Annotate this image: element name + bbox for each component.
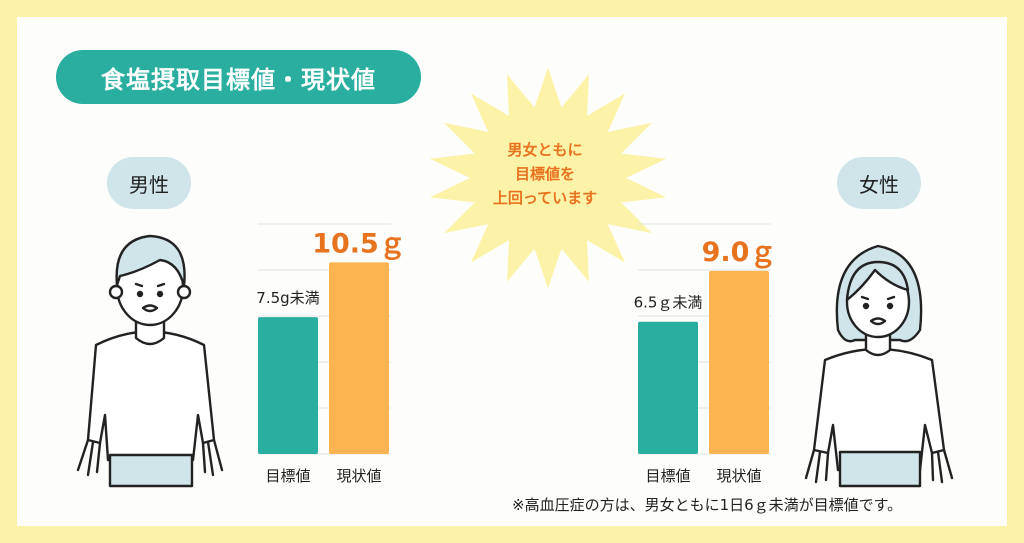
footnote: ※高血圧症の方は、男女ともに1日6ｇ未満が目標値です。 [512, 496, 903, 514]
category-label: 現状値 [716, 467, 761, 485]
male-person-icon [76, 234, 224, 488]
target-bar [638, 321, 698, 454]
current-value-label: 10.5ｇ [312, 228, 406, 259]
female-person-icon [804, 244, 954, 488]
target-bar [258, 317, 318, 454]
current-bar [329, 262, 389, 454]
category-label: 現状値 [336, 467, 381, 485]
female-label: 女性 [837, 157, 921, 209]
male-label: 男性 [107, 157, 191, 209]
page-title: 食塩摂取目標値・現状値 [56, 50, 421, 104]
current-bar [709, 270, 769, 454]
burst-line: 上回っています [492, 189, 598, 207]
category-label: 目標値 [645, 467, 690, 485]
burst-line: 男女ともに [507, 141, 583, 159]
burst-message: 男女ともに 目標値を 上回っています [470, 138, 620, 210]
burst-line: 目標値を [514, 165, 575, 183]
starburst-shape [429, 67, 667, 289]
category-label: 目標値 [265, 467, 310, 485]
current-value-label: 9.0ｇ [702, 237, 777, 268]
target-value-label: 6.5ｇ未満 [634, 294, 703, 312]
target-value-label: 7.5g未満 [256, 289, 319, 307]
